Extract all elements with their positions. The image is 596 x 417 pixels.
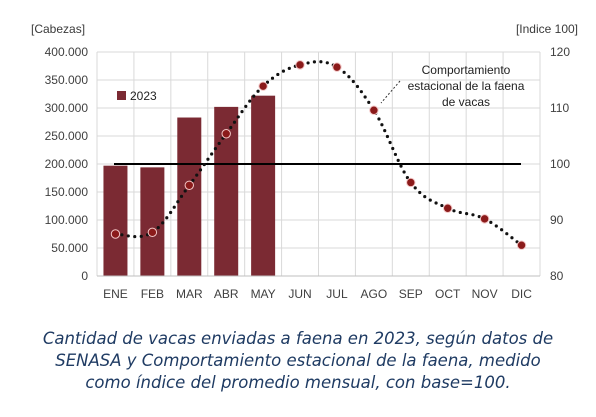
data-point [184,180,194,190]
legend-swatch [117,91,126,100]
bar [251,95,276,277]
annotation-leader [380,80,401,104]
caption-line-1: Cantidad de vacas enviadas a faena en 20… [42,329,554,348]
annotation-line: de vacas [442,95,490,109]
bar-series-2023 [103,95,276,277]
data-point [516,240,527,250]
left-tick-label: 200.000 [45,157,89,171]
right-axis-label: [Indice 100] [516,22,578,36]
x-tick-label: OCT [435,287,461,301]
legend: 2023 [117,89,157,103]
data-point [221,129,231,139]
x-tick-label: MAR [176,287,203,301]
left-tick-label: 350.000 [45,73,89,87]
caption-line-3: como índice del promedio mensual, con ba… [85,373,511,392]
left-tick-label: 50.000 [51,241,88,255]
data-point [406,177,416,188]
data-point [443,203,453,213]
left-axis-label: [Cabezas] [31,22,85,36]
data-point [110,229,121,239]
axes: 0 50.000 100.000 150.000 200.000 250.000 300.0… [45,45,571,301]
bar [140,167,165,276]
x-tick-label: FEB [141,287,164,301]
left-tick-label: 300.000 [45,101,89,115]
right-tick-label: 120 [550,45,570,59]
data-point [295,60,305,70]
x-tick-label: DIC [511,287,532,301]
seasonal-index-series [110,60,527,250]
left-tick-label: 400.000 [45,45,89,59]
x-tick-label: JUN [288,287,311,301]
data-point [369,105,379,115]
x-tick-label: JUL [326,287,348,301]
legend-label: 2023 [130,89,157,103]
left-tick-label: 0 [81,269,88,283]
right-tick-label: 90 [550,213,564,227]
x-tick-label: SEP [399,287,423,301]
left-tick-label: 150.000 [45,185,89,199]
annotation-line: estacional de la faena [408,79,525,93]
left-tick-label: 100.000 [45,213,89,227]
annotation-line: Comportamiento [422,63,511,77]
left-tick-label: 250.000 [45,129,89,143]
chart: 0 50.000 100.000 150.000 200.000 250.000 300.0… [31,22,578,301]
right-tick-label: 100 [550,157,570,171]
x-tick-label: ENE [103,287,128,301]
x-tick-label: AGO [361,287,388,301]
data-point [479,214,490,224]
bar [103,165,128,276]
data-point [332,62,342,72]
x-tick-label: MAY [251,287,276,301]
data-point [147,227,158,238]
right-tick-label: 80 [550,269,564,283]
caption-line-2: SENASA y Comportamiento estacional de la… [55,351,541,370]
x-tick-label: NOV [472,287,498,301]
data-point [258,81,268,91]
x-tick-label: ABR [214,287,239,301]
right-tick-label: 110 [550,101,569,115]
curve-annotation: Comportamiento estacional de la faena de v… [380,63,525,109]
figure-caption: Cantidad de vacas enviadas a faena en 20… [0,328,596,394]
